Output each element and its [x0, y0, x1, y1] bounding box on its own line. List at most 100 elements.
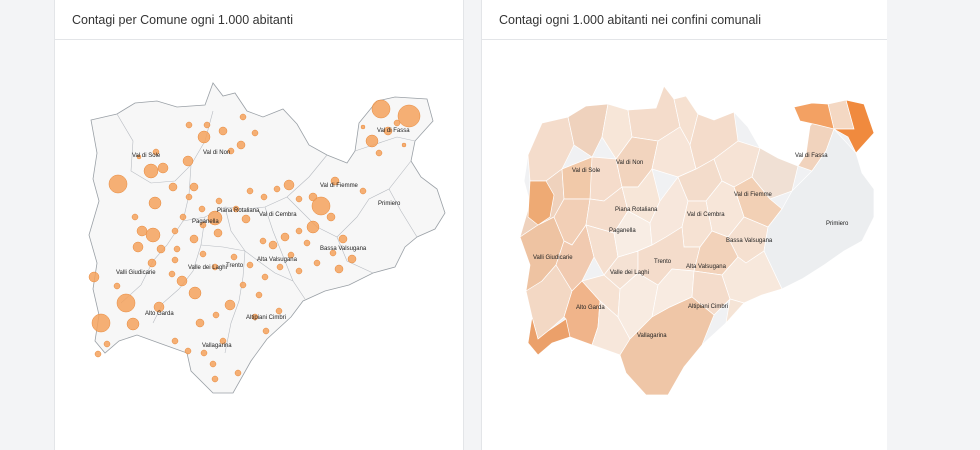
municipality-bubble[interactable] [211, 263, 219, 271]
municipality-bubble[interactable] [108, 174, 128, 194]
municipality-bubble[interactable] [189, 182, 199, 192]
municipality-bubble[interactable] [334, 264, 344, 274]
municipality-bubble[interactable] [153, 301, 165, 313]
municipality-bubble[interactable] [211, 375, 219, 383]
municipality-bubble[interactable] [179, 213, 187, 221]
municipality-bubble[interactable] [230, 253, 238, 261]
municipality-bubble[interactable] [383, 126, 393, 136]
municipality-bubble[interactable] [195, 318, 205, 328]
municipality-bubble[interactable] [259, 237, 267, 245]
municipality-bubble[interactable] [197, 130, 211, 144]
municipality-bubble[interactable] [209, 360, 217, 368]
municipality-bubble[interactable] [365, 134, 379, 148]
municipality-bubble[interactable] [185, 193, 193, 201]
municipality-bubble[interactable] [227, 147, 235, 155]
municipality-bubble[interactable] [295, 267, 303, 275]
municipality-bubble[interactable] [171, 227, 179, 235]
municipality-bubble[interactable] [273, 185, 281, 193]
municipality-bubble[interactable] [371, 99, 391, 119]
municipality-bubble[interactable] [184, 347, 192, 355]
bubble-map[interactable]: Val di Sole Val di Non Val di Fassa Val … [55, 41, 465, 421]
municipality-bubble[interactable] [156, 244, 166, 254]
municipality-bubble[interactable] [260, 193, 268, 201]
municipality-bubble[interactable] [116, 293, 136, 313]
municipality-bubble[interactable] [152, 148, 160, 156]
municipality-bubble[interactable] [224, 299, 236, 311]
municipality-bubble[interactable] [176, 275, 188, 287]
municipality-bubble[interactable] [306, 220, 320, 234]
municipality-bubble[interactable] [295, 227, 303, 235]
municipality-bubble[interactable] [375, 149, 383, 157]
municipality-bubble[interactable] [311, 196, 331, 216]
municipality-bubble[interactable] [171, 337, 179, 345]
municipality-bubble[interactable] [268, 240, 278, 250]
municipality-bubble[interactable] [136, 154, 142, 160]
municipality-bubble[interactable] [313, 259, 321, 267]
municipality-bubble[interactable] [212, 311, 220, 319]
municipality-bubble[interactable] [147, 258, 157, 268]
municipality-bubble[interactable] [261, 273, 269, 281]
municipality-bubble[interactable] [173, 245, 181, 253]
municipality-bubble[interactable] [326, 212, 336, 222]
municipality-bubble[interactable] [303, 239, 311, 247]
municipality-bubble[interactable] [276, 263, 284, 271]
municipality-bubble[interactable] [232, 205, 240, 213]
municipality-bubble[interactable] [401, 142, 407, 148]
municipality-bubble[interactable] [280, 232, 290, 242]
municipality-bubble[interactable] [239, 113, 247, 121]
municipality-bubble[interactable] [246, 261, 254, 269]
municipality-bubble[interactable] [338, 234, 348, 244]
municipality-bubble[interactable] [198, 205, 206, 213]
municipality-bubble[interactable] [359, 187, 367, 195]
municipality-bubble[interactable] [148, 196, 162, 210]
municipality-bubble[interactable] [283, 179, 295, 191]
municipality-bubble[interactable] [393, 119, 401, 127]
municipality-bubble[interactable] [234, 369, 242, 377]
municipality-bubble[interactable] [236, 140, 246, 150]
municipality-bubble[interactable] [262, 327, 270, 335]
municipality-bubble[interactable] [246, 187, 254, 195]
municipality-bubble[interactable] [199, 250, 207, 258]
municipality-bubble[interactable] [397, 104, 421, 128]
municipality-bubble[interactable] [199, 221, 207, 229]
municipality-bubble[interactable] [239, 281, 247, 289]
municipality-bubble[interactable] [203, 121, 211, 129]
municipality-bubble[interactable] [145, 227, 161, 243]
municipality-bubble[interactable] [219, 337, 227, 345]
municipality-bubble[interactable] [241, 214, 251, 224]
municipality-bubble[interactable] [171, 256, 179, 264]
municipality-bubble[interactable] [91, 313, 111, 333]
municipality-bubble[interactable] [287, 251, 295, 259]
municipality-bubble[interactable] [132, 241, 144, 253]
municipality-bubble[interactable] [251, 313, 259, 321]
municipality-bubble[interactable] [168, 182, 178, 192]
municipality-bubble[interactable] [188, 286, 202, 300]
municipality-bubble[interactable] [136, 225, 148, 237]
municipality-bubble[interactable] [88, 271, 100, 283]
municipality-bubble[interactable] [94, 350, 102, 358]
municipality-bubble[interactable] [215, 197, 223, 205]
municipality-bubble[interactable] [189, 234, 199, 244]
municipality-bubble[interactable] [182, 155, 194, 167]
municipality-bubble[interactable] [131, 213, 139, 221]
municipality-bubble[interactable] [275, 307, 283, 315]
municipality-bubble[interactable] [157, 162, 169, 174]
municipality-bubble[interactable] [207, 210, 223, 226]
municipality-bubble[interactable] [213, 228, 223, 238]
municipality-bubble[interactable] [329, 249, 337, 257]
municipality-bubble[interactable] [126, 317, 140, 331]
municipality-bubble[interactable] [347, 254, 357, 264]
choropleth-map[interactable]: Val di Sole Val di Non Val di Fassa Val … [482, 41, 888, 421]
municipality-bubble[interactable] [168, 270, 176, 278]
municipality-bubble[interactable] [360, 124, 366, 130]
municipality-bubble[interactable] [143, 163, 159, 179]
municipality-bubble[interactable] [200, 349, 208, 357]
municipality-bubble[interactable] [185, 121, 193, 129]
municipality-bubble[interactable] [255, 291, 263, 299]
municipality-bubble[interactable] [295, 195, 303, 203]
municipality-bubble[interactable] [251, 129, 259, 137]
municipality-bubble[interactable] [218, 126, 228, 136]
municipality-bubble[interactable] [330, 176, 340, 186]
municipality-bubble[interactable] [103, 340, 111, 348]
municipality-bubble[interactable] [113, 282, 121, 290]
